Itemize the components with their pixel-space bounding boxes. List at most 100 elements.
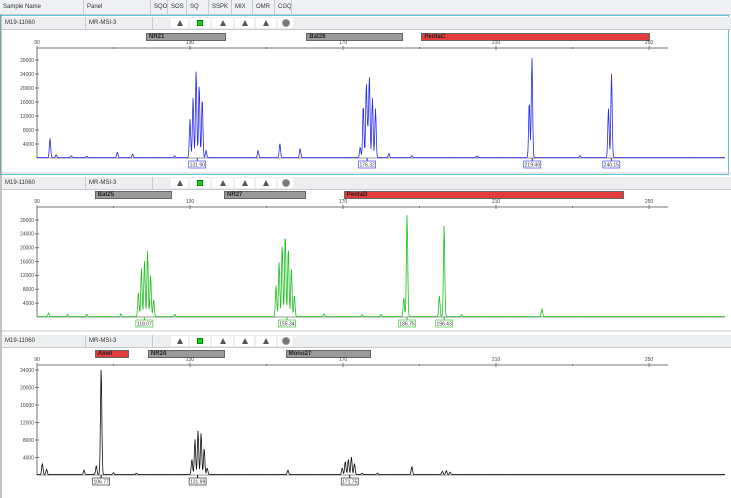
column-omr[interactable]: OMR: [253, 0, 275, 14]
y-tick-label: 8000: [23, 287, 34, 293]
column-cgq[interactable]: CGQ: [275, 0, 292, 14]
column-panel[interactable]: Panel: [84, 0, 151, 14]
triangle-icon: [219, 338, 226, 344]
size-label-box[interactable]: [358, 160, 376, 169]
quality-flag-cgq[interactable]: [278, 18, 293, 28]
panel-cell: MR-MSI-3: [86, 17, 153, 29]
y-tick-label: 24000: [20, 72, 34, 78]
marker-bin-nr21[interactable]: NR21: [146, 33, 227, 41]
size-label-box[interactable]: [188, 160, 207, 169]
trace-line: [36, 215, 726, 318]
triangle-icon: [219, 180, 226, 186]
column-sqo[interactable]: SQO: [151, 0, 168, 14]
size-label-box[interactable]: [278, 319, 296, 328]
green-square-icon: [197, 20, 203, 26]
triangle-icon: [219, 20, 226, 26]
size-label: 196.43: [436, 321, 452, 327]
x-tick-label: 250: [645, 199, 654, 205]
x-tick-label: 90: [34, 357, 40, 363]
marker-bin-pentad[interactable]: PentaD: [343, 191, 625, 199]
sample-row[interactable]: M19-11060 MR-MSI-3: [2, 177, 731, 190]
triangle-icon: [263, 20, 269, 26]
size-label: 118.07: [137, 321, 152, 327]
green-square-icon: [197, 338, 203, 344]
y-tick-label: 12000: [20, 273, 34, 279]
quality-flag-sos[interactable]: [171, 178, 188, 188]
circle-icon: [281, 19, 290, 27]
quality-flag-sq[interactable]: [190, 18, 210, 28]
marker-bin-bat25[interactable]: Bat25: [94, 191, 172, 199]
sample-row[interactable]: M19-11060 MR-MSI-3: [2, 17, 731, 30]
quality-flag-sspk[interactable]: [212, 336, 233, 346]
triangle-icon: [263, 180, 269, 186]
y-tick-label: 4000: [23, 142, 34, 148]
y-tick-label: 20000: [20, 86, 34, 92]
size-label: 106.77: [93, 479, 109, 485]
x-tick-label: 170: [339, 357, 348, 363]
quality-flag-omr[interactable]: [256, 336, 276, 346]
triangle-icon: [176, 338, 183, 344]
quality-flag-sspk[interactable]: [212, 178, 233, 188]
quality-flag-sq[interactable]: [190, 336, 210, 346]
size-label-box[interactable]: [523, 160, 542, 169]
column-header: Sample Name Panel SQO SOS SQ SSPK MIX OMR CGQ: [0, 0, 731, 15]
marker-bin-pentac[interactable]: PentaC: [421, 33, 650, 41]
triangle-icon: [176, 180, 183, 186]
sample-name-cell: M19-11060: [2, 17, 86, 29]
marker-bin-nr27[interactable]: NR27: [224, 191, 306, 199]
column-sspk[interactable]: SSPK: [209, 0, 232, 14]
y-tick-label: 16000: [20, 100, 34, 106]
quality-flag-cgq[interactable]: [278, 178, 293, 188]
y-tick-label: 16000: [20, 259, 34, 265]
y-tick-label: 16000: [20, 403, 34, 409]
y-tick-label: 24000: [20, 368, 34, 374]
column-sq[interactable]: SQ: [187, 0, 209, 14]
quality-flag-sspk[interactable]: [212, 18, 233, 28]
sample-row[interactable]: M19-11060 MR-MSI-3: [2, 335, 731, 348]
x-tick-label: 170: [339, 199, 348, 205]
size-label-box[interactable]: [398, 319, 416, 328]
quality-flag-cgq[interactable]: [278, 336, 293, 346]
x-tick-label: 130: [186, 199, 195, 205]
circle-icon: [281, 337, 290, 345]
size-label-box[interactable]: [340, 477, 359, 486]
marker-bin-bat26[interactable]: Bat26: [306, 33, 404, 41]
column-mix[interactable]: MIX: [232, 0, 253, 14]
marker-bin-mono27[interactable]: Mono27: [285, 350, 371, 358]
x-tick-label: 130: [186, 357, 195, 363]
sample-name-cell: M19-11060: [2, 177, 86, 189]
triangle-icon: [241, 20, 248, 26]
trace-line: [36, 369, 726, 476]
quality-flag-sos[interactable]: [171, 336, 188, 346]
y-tick-label: 8000: [23, 438, 34, 444]
quality-flag-sq[interactable]: [190, 178, 210, 188]
size-label: 176.32: [360, 162, 376, 168]
x-tick-label: 210: [492, 199, 501, 205]
size-label: 240.15: [604, 162, 620, 168]
quality-flag-omr[interactable]: [256, 178, 276, 188]
quality-flag-sos[interactable]: [171, 18, 188, 28]
quality-flag-omr[interactable]: [256, 18, 276, 28]
size-label: 155.34: [279, 321, 295, 327]
quality-flag-mix[interactable]: [235, 18, 254, 28]
size-label: 219.49: [525, 162, 541, 168]
column-sample-name[interactable]: Sample Name: [0, 0, 84, 14]
y-tick-label: 8000: [23, 128, 34, 134]
triangle-icon: [263, 338, 269, 344]
x-tick-label: 250: [645, 357, 654, 363]
size-label-box[interactable]: [188, 477, 207, 486]
y-tick-label: 28000: [20, 218, 34, 224]
green-square-icon: [197, 180, 203, 186]
quality-flag-mix[interactable]: [235, 178, 254, 188]
marker-bin-amel[interactable]: Amel: [94, 350, 129, 358]
size-label-box[interactable]: [135, 319, 154, 328]
column-sos[interactable]: SOS: [168, 0, 187, 14]
quality-flag-mix[interactable]: [235, 336, 254, 346]
size-label-box[interactable]: [92, 477, 110, 486]
x-tick-label: 170: [339, 40, 348, 46]
y-tick-label: 20000: [20, 246, 34, 252]
size-label-box[interactable]: [435, 319, 453, 328]
marker-bin-nr24[interactable]: NR24: [147, 350, 226, 358]
size-label-box[interactable]: [602, 160, 621, 169]
triangle-icon: [241, 180, 248, 186]
